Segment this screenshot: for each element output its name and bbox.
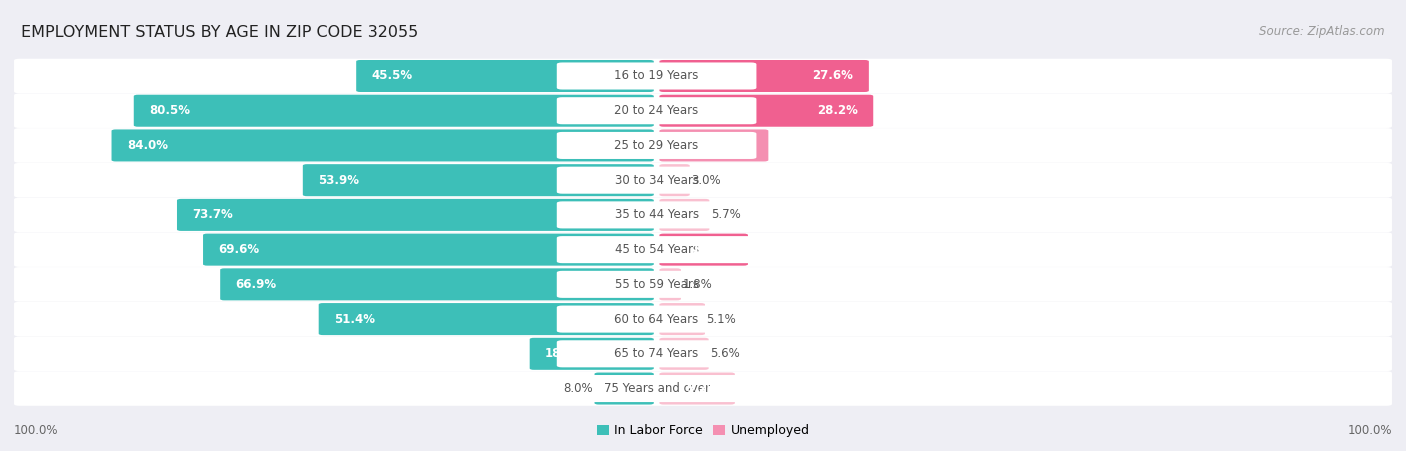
Text: 80.5%: 80.5% bbox=[149, 104, 190, 117]
Text: 28.2%: 28.2% bbox=[817, 104, 858, 117]
FancyBboxPatch shape bbox=[14, 163, 1392, 198]
FancyBboxPatch shape bbox=[659, 60, 869, 92]
Text: 11.0%: 11.0% bbox=[692, 243, 733, 256]
Text: 1.8%: 1.8% bbox=[682, 278, 711, 291]
Text: 84.0%: 84.0% bbox=[127, 139, 167, 152]
Text: 53.9%: 53.9% bbox=[318, 174, 360, 187]
FancyBboxPatch shape bbox=[557, 62, 756, 89]
Text: 30 to 34 Years: 30 to 34 Years bbox=[614, 174, 699, 187]
FancyBboxPatch shape bbox=[134, 95, 654, 127]
FancyBboxPatch shape bbox=[659, 338, 709, 370]
Text: 65 to 74 Years: 65 to 74 Years bbox=[614, 347, 699, 360]
Text: 18.2%: 18.2% bbox=[546, 347, 586, 360]
Text: 75 Years and over: 75 Years and over bbox=[603, 382, 710, 395]
FancyBboxPatch shape bbox=[659, 268, 681, 300]
FancyBboxPatch shape bbox=[659, 303, 704, 335]
Text: 45 to 54 Years: 45 to 54 Years bbox=[614, 243, 699, 256]
FancyBboxPatch shape bbox=[221, 268, 654, 300]
FancyBboxPatch shape bbox=[14, 198, 1392, 232]
FancyBboxPatch shape bbox=[557, 236, 756, 263]
FancyBboxPatch shape bbox=[557, 132, 756, 159]
FancyBboxPatch shape bbox=[530, 338, 654, 370]
FancyBboxPatch shape bbox=[14, 93, 1392, 128]
Legend: In Labor Force, Unemployed: In Labor Force, Unemployed bbox=[592, 419, 814, 442]
FancyBboxPatch shape bbox=[14, 371, 1392, 406]
FancyBboxPatch shape bbox=[557, 166, 756, 194]
FancyBboxPatch shape bbox=[302, 164, 654, 196]
Text: 66.9%: 66.9% bbox=[236, 278, 277, 291]
FancyBboxPatch shape bbox=[319, 303, 654, 335]
Text: 100.0%: 100.0% bbox=[14, 424, 59, 437]
FancyBboxPatch shape bbox=[557, 201, 756, 228]
Text: 55 to 59 Years: 55 to 59 Years bbox=[614, 278, 699, 291]
Text: 27.6%: 27.6% bbox=[813, 69, 853, 83]
Text: 35 to 44 Years: 35 to 44 Years bbox=[614, 208, 699, 221]
FancyBboxPatch shape bbox=[557, 340, 756, 367]
FancyBboxPatch shape bbox=[659, 129, 768, 161]
Text: 25 to 29 Years: 25 to 29 Years bbox=[614, 139, 699, 152]
FancyBboxPatch shape bbox=[659, 199, 710, 231]
FancyBboxPatch shape bbox=[595, 373, 654, 405]
FancyBboxPatch shape bbox=[659, 373, 735, 405]
Text: 73.7%: 73.7% bbox=[193, 208, 233, 221]
FancyBboxPatch shape bbox=[659, 234, 748, 266]
FancyBboxPatch shape bbox=[557, 271, 756, 298]
Text: 3.0%: 3.0% bbox=[692, 174, 721, 187]
FancyBboxPatch shape bbox=[557, 97, 756, 124]
Text: 20 to 24 Years: 20 to 24 Years bbox=[614, 104, 699, 117]
FancyBboxPatch shape bbox=[14, 302, 1392, 336]
Text: EMPLOYMENT STATUS BY AGE IN ZIP CODE 32055: EMPLOYMENT STATUS BY AGE IN ZIP CODE 320… bbox=[21, 25, 419, 40]
FancyBboxPatch shape bbox=[14, 59, 1392, 93]
Text: 9.2%: 9.2% bbox=[686, 382, 720, 395]
FancyBboxPatch shape bbox=[177, 199, 654, 231]
Text: 5.7%: 5.7% bbox=[711, 208, 741, 221]
Text: 13.8%: 13.8% bbox=[711, 139, 752, 152]
Text: 16 to 19 Years: 16 to 19 Years bbox=[614, 69, 699, 83]
FancyBboxPatch shape bbox=[659, 95, 873, 127]
FancyBboxPatch shape bbox=[557, 375, 756, 402]
FancyBboxPatch shape bbox=[557, 306, 756, 333]
FancyBboxPatch shape bbox=[202, 234, 654, 266]
FancyBboxPatch shape bbox=[14, 128, 1392, 163]
Text: 45.5%: 45.5% bbox=[371, 69, 413, 83]
Text: Source: ZipAtlas.com: Source: ZipAtlas.com bbox=[1260, 25, 1385, 38]
Text: 51.4%: 51.4% bbox=[335, 313, 375, 326]
FancyBboxPatch shape bbox=[14, 232, 1392, 267]
FancyBboxPatch shape bbox=[14, 336, 1392, 371]
FancyBboxPatch shape bbox=[659, 164, 690, 196]
Text: 100.0%: 100.0% bbox=[1347, 424, 1392, 437]
FancyBboxPatch shape bbox=[14, 267, 1392, 302]
Text: 8.0%: 8.0% bbox=[564, 382, 593, 395]
FancyBboxPatch shape bbox=[356, 60, 654, 92]
Text: 5.6%: 5.6% bbox=[710, 347, 740, 360]
Text: 5.1%: 5.1% bbox=[706, 313, 737, 326]
Text: 60 to 64 Years: 60 to 64 Years bbox=[614, 313, 699, 326]
Text: 69.6%: 69.6% bbox=[218, 243, 260, 256]
FancyBboxPatch shape bbox=[111, 129, 654, 161]
